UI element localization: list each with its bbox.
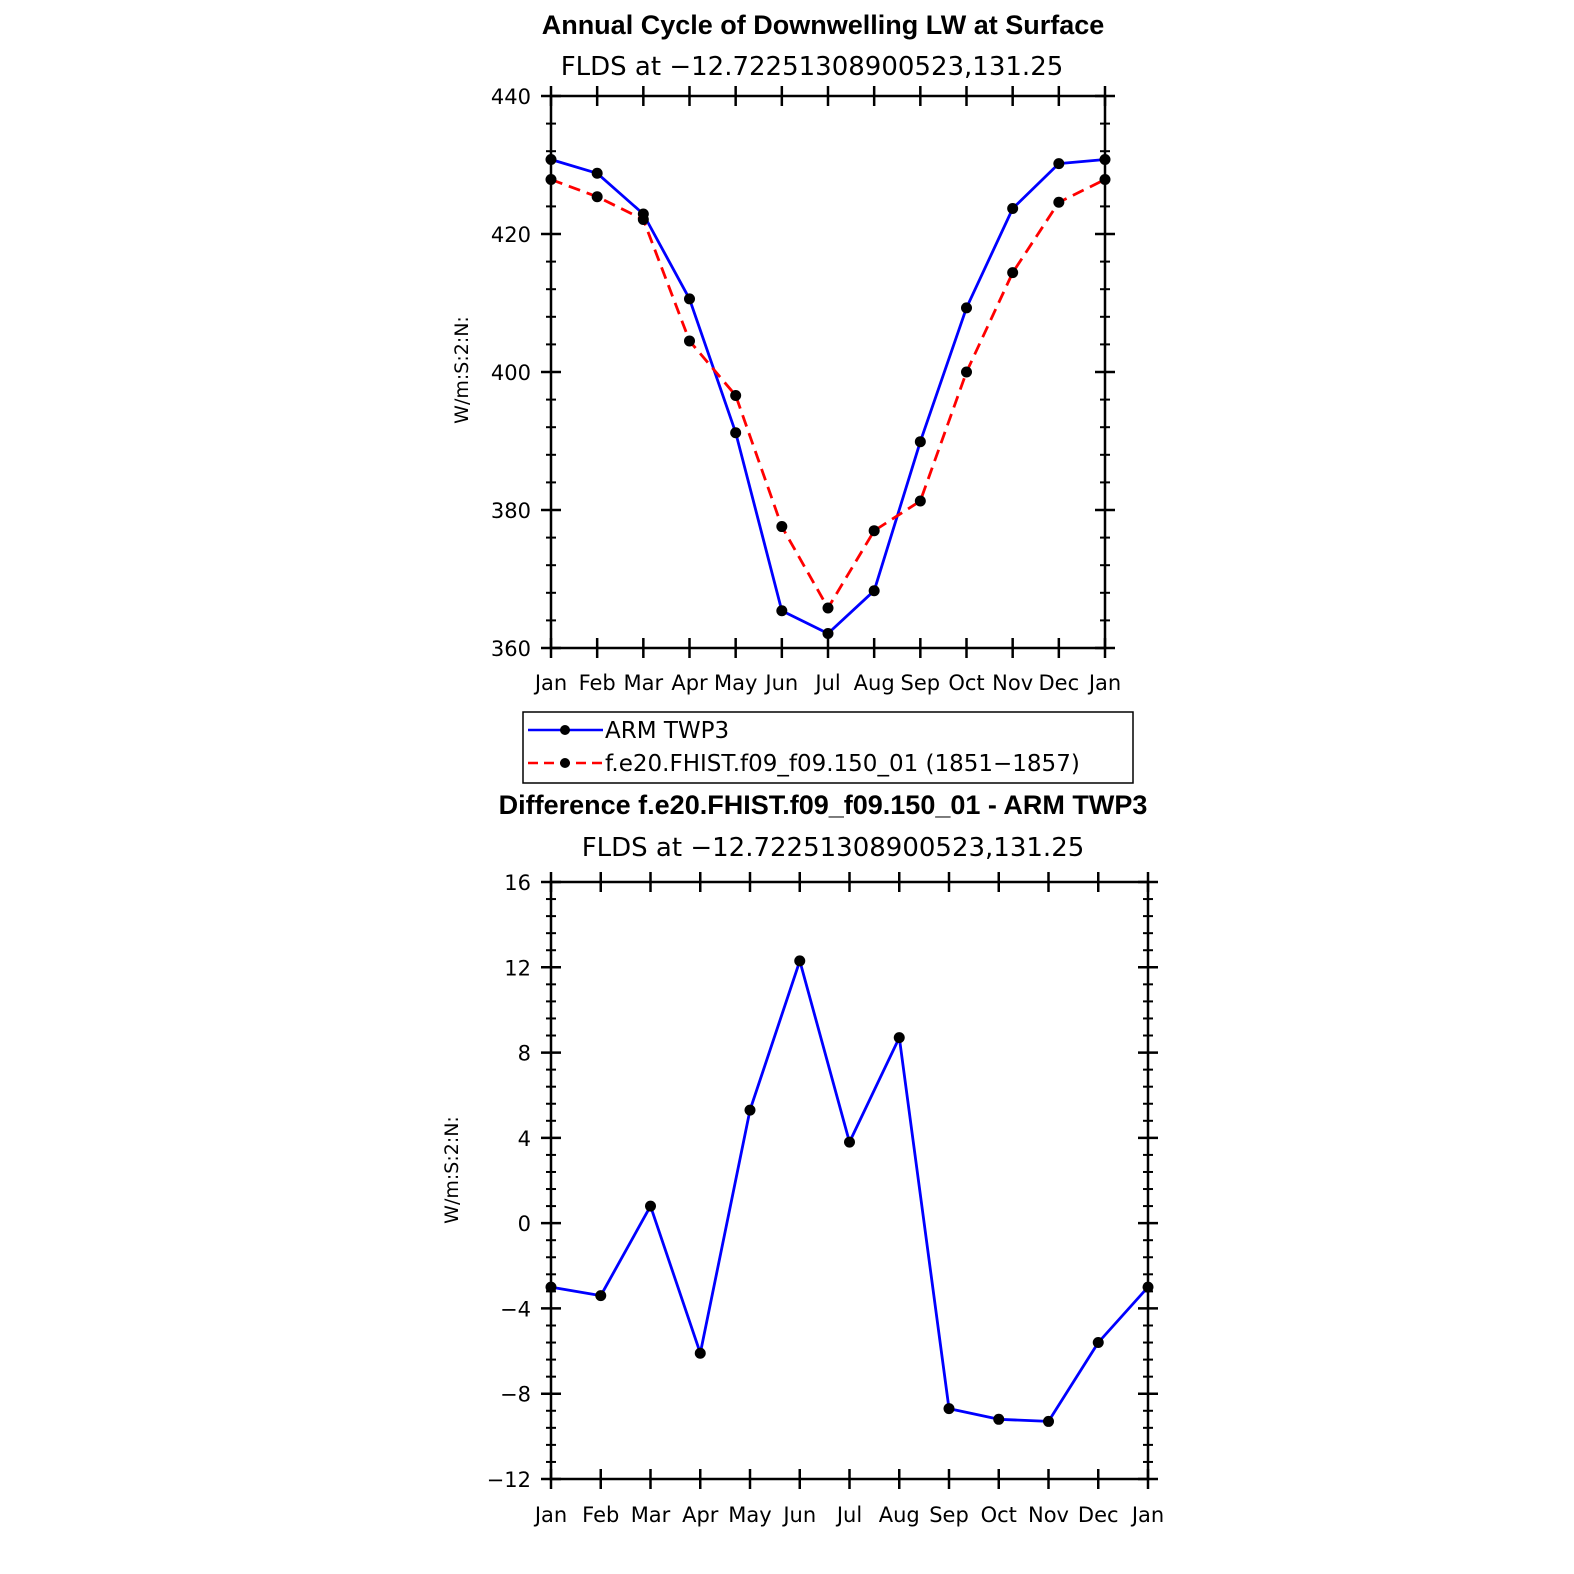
- x-tick-label: Apr: [671, 671, 708, 695]
- legend-entry-model: f.e20.FHIST.f09_f09.150_01 (1851−1857): [605, 751, 1080, 777]
- x-tick-label: Nov: [992, 671, 1033, 695]
- y-tick-labels: −12 −8 −4 0 4 8 12 16: [487, 871, 531, 1492]
- y-tick-label: 420: [491, 223, 531, 247]
- x-tick-label: Jan: [533, 671, 567, 695]
- y-axis-label: W/m:S:2:N:: [441, 1116, 463, 1224]
- legend: ARM TWP3 f.e20.FHIST.f09_f09.150_01 (185…: [522, 711, 1134, 784]
- x-tick-label: Jan: [1087, 671, 1121, 695]
- data-point: [993, 1413, 1005, 1425]
- y-tick-label: 12: [504, 956, 531, 980]
- data-point: [1007, 202, 1019, 214]
- x-tick-label: Jul: [835, 1503, 862, 1527]
- x-tick-label: Jun: [763, 671, 798, 695]
- data-point: [694, 1347, 706, 1359]
- data-point: [744, 1104, 756, 1116]
- data-point: [776, 521, 788, 533]
- data-point: [730, 389, 742, 401]
- axis-ticks: [541, 86, 1115, 658]
- data-point: [1007, 267, 1019, 279]
- series-line: [550, 178, 1106, 610]
- y-tick-label: −12: [487, 1468, 531, 1492]
- data-point: [730, 427, 742, 439]
- data-point: [595, 1290, 607, 1302]
- y-tick-label: −8: [500, 1383, 531, 1407]
- data-series: [545, 955, 1154, 1427]
- plot-frame: [549, 880, 1150, 1481]
- data-point: [961, 302, 972, 314]
- data-point: [822, 628, 834, 640]
- x-tick-label: Sep: [901, 671, 941, 695]
- annual-cycle-chart: Annual Cycle of Downwelling LW at Surfac…: [451, 10, 1134, 784]
- data-point: [961, 366, 972, 378]
- chart-subtitle: FLDS at −12.72251308900523,131.25: [561, 52, 1064, 82]
- data-point: [776, 605, 788, 617]
- x-tick-label: Nov: [1028, 1503, 1069, 1527]
- x-tick-label: Feb: [579, 671, 616, 695]
- plot-frame: [549, 94, 1107, 650]
- data-point: [1043, 1415, 1054, 1427]
- y-tick-label: 440: [491, 85, 531, 109]
- data-point: [591, 191, 603, 203]
- x-tick-labels: Jan Feb Mar Apr May Jun Jul Aug Sep Oct Nov Dec Jan: [533, 1503, 1164, 1527]
- data-point: [684, 335, 695, 347]
- data-point: [591, 167, 603, 179]
- y-tick-label: 4: [518, 1127, 531, 1151]
- y-tick-label: 0: [518, 1212, 531, 1236]
- y-tick-labels: 360 380 400 420 440: [491, 85, 531, 661]
- x-tick-label: Mar: [624, 671, 664, 695]
- y-tick-label: 16: [504, 871, 531, 895]
- data-point: [794, 955, 806, 967]
- y-tick-label: 380: [491, 499, 531, 523]
- data-point: [868, 525, 880, 537]
- data-point: [684, 293, 695, 305]
- chart-title: Difference f.e20.FHIST.f09_f09.150_01 - …: [499, 790, 1148, 820]
- x-tick-label: Jun: [781, 1503, 816, 1527]
- difference-chart: Difference f.e20.FHIST.f09_f09.150_01 - …: [441, 790, 1164, 1527]
- x-tick-label: Dec: [1078, 1503, 1119, 1527]
- chart-title: Annual Cycle of Downwelling LW at Surfac…: [542, 10, 1105, 40]
- x-tick-label: Aug: [854, 671, 895, 695]
- x-tick-labels: Jan Feb Mar Apr May Jun Jul Aug Sep Oct Nov Dec Jan: [533, 671, 1121, 695]
- x-tick-label: Oct: [981, 1503, 1017, 1527]
- x-tick-label: Aug: [879, 1503, 920, 1527]
- x-tick-label: Jul: [813, 671, 840, 695]
- legend-box: [522, 711, 1134, 784]
- x-tick-label: Jan: [533, 1503, 567, 1527]
- data-point: [868, 585, 880, 597]
- data-point: [943, 1403, 955, 1415]
- data-point: [893, 1032, 905, 1044]
- data-point: [844, 1136, 855, 1148]
- y-axis-label: W/m:S:2:N:: [451, 316, 473, 424]
- data-point: [1092, 1337, 1104, 1349]
- x-tick-label: Dec: [1039, 671, 1080, 695]
- y-tick-label: −4: [500, 1297, 531, 1321]
- x-tick-label: Oct: [948, 671, 984, 695]
- data-point: [822, 602, 834, 614]
- x-tick-label: Sep: [929, 1503, 969, 1527]
- x-tick-label: May: [728, 1503, 771, 1527]
- x-tick-label: May: [714, 671, 757, 695]
- data-series: [545, 153, 1111, 640]
- series-line: [550, 158, 1106, 635]
- y-tick-label: 400: [491, 361, 531, 385]
- data-point: [1053, 158, 1065, 170]
- data-point: [645, 1200, 656, 1212]
- data-point: [637, 214, 649, 226]
- x-tick-label: Apr: [682, 1503, 719, 1527]
- y-tick-label: 8: [518, 1042, 531, 1066]
- x-tick-label: Mar: [631, 1503, 671, 1527]
- data-point: [1053, 196, 1065, 208]
- data-point: [914, 495, 926, 507]
- legend-marker-arm: [560, 725, 570, 735]
- data-point: [914, 436, 926, 448]
- x-tick-label: Jan: [1130, 1503, 1164, 1527]
- legend-marker-model: [560, 758, 570, 768]
- y-tick-label: 360: [491, 637, 531, 661]
- series-line: [550, 959, 1150, 1423]
- legend-entry-arm: ARM TWP3: [605, 718, 729, 744]
- chart-subtitle: FLDS at −12.72251308900523,131.25: [582, 833, 1085, 863]
- x-tick-label: Feb: [582, 1503, 619, 1527]
